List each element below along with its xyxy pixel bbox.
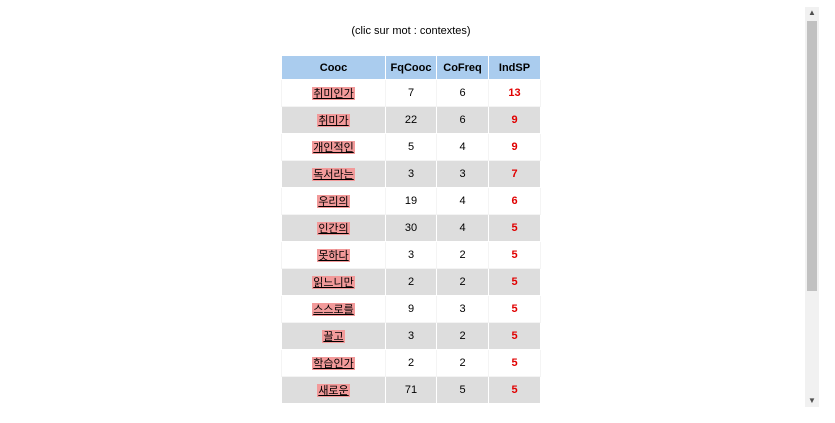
table-row: 취미가 22 6 9 <box>281 106 541 134</box>
cooc-word-link[interactable]: 인간의 <box>317 222 350 235</box>
cooc-word-link[interactable]: 읽느니만 <box>312 276 355 289</box>
header-fqcooc[interactable]: FqCooc <box>385 55 437 80</box>
table-row: 독서라는 3 3 7 <box>281 160 541 188</box>
cofreq-cell: 5 <box>436 376 489 404</box>
cofreq-cell: 2 <box>436 268 489 296</box>
fqcooc-cell: 71 <box>385 376 437 404</box>
table-row: 못하다 3 2 5 <box>281 241 541 269</box>
fqcooc-cell: 3 <box>385 322 437 350</box>
table-row: 새로운 71 5 5 <box>281 376 541 404</box>
cooc-word-link[interactable]: 우리의 <box>317 195 350 208</box>
cooc-cell: 우리의 <box>281 187 386 215</box>
cofreq-cell: 4 <box>436 214 489 242</box>
header-cooc[interactable]: Cooc <box>281 55 386 80</box>
table-body: 취미인가 7 6 13 취미가 22 6 9 개인적인 5 4 9 독서라는 3 3 7 우리의 19 4 6 인간의 3… <box>281 79 541 404</box>
cofreq-cell: 4 <box>436 133 489 161</box>
cooc-word-link[interactable]: 취미인가 <box>312 87 355 100</box>
indsp-cell: 5 <box>488 322 541 350</box>
table-header-row: Cooc FqCooc CoFreq IndSP <box>281 55 541 80</box>
fqcooc-cell: 2 <box>385 268 437 296</box>
arrow-up-icon[interactable]: ▲ <box>808 8 816 17</box>
fqcooc-cell: 7 <box>385 79 437 107</box>
indsp-cell: 5 <box>488 214 541 242</box>
indsp-cell: 13 <box>488 79 541 107</box>
cooc-cell: 개인적인 <box>281 133 386 161</box>
cofreq-cell: 3 <box>436 295 489 323</box>
cofreq-cell: 2 <box>436 322 489 350</box>
cooc-cell: 학습인가 <box>281 349 386 377</box>
fqcooc-cell: 5 <box>385 133 437 161</box>
indsp-cell: 6 <box>488 187 541 215</box>
table-row: 취미인가 7 6 13 <box>281 79 541 107</box>
indsp-cell: 5 <box>488 376 541 404</box>
cofreq-cell: 4 <box>436 187 489 215</box>
header-cofreq[interactable]: CoFreq <box>436 55 489 80</box>
cooc-word-link[interactable]: 스스로를 <box>312 303 355 316</box>
cooc-cell: 새로운 <box>281 376 386 404</box>
table-row: 학습인가 2 2 5 <box>281 349 541 377</box>
header-indsp[interactable]: IndSP <box>488 55 541 80</box>
table-row: 스스로를 9 3 5 <box>281 295 541 323</box>
table-row: 개인적인 5 4 9 <box>281 133 541 161</box>
fqcooc-cell: 19 <box>385 187 437 215</box>
cooc-cell: 끌고 <box>281 322 386 350</box>
cooc-cell: 스스로를 <box>281 295 386 323</box>
fqcooc-cell: 30 <box>385 214 437 242</box>
cofreq-cell: 2 <box>436 349 489 377</box>
indsp-cell: 7 <box>488 160 541 188</box>
cooc-word-link[interactable]: 개인적인 <box>312 141 355 154</box>
cooc-word-link[interactable]: 끌고 <box>322 330 345 343</box>
cooc-cell: 못하다 <box>281 241 386 269</box>
cooc-cell: 인간의 <box>281 214 386 242</box>
arrow-down-icon[interactable]: ▼ <box>808 396 816 405</box>
table-row: 우리의 19 4 6 <box>281 187 541 215</box>
fqcooc-cell: 3 <box>385 241 437 269</box>
indsp-cell: 9 <box>488 106 541 134</box>
scrollbar-thumb[interactable] <box>807 21 817 291</box>
fqcooc-cell: 2 <box>385 349 437 377</box>
fqcooc-cell: 9 <box>385 295 437 323</box>
cofreq-cell: 6 <box>436 79 489 107</box>
table-row: 인간의 30 4 5 <box>281 214 541 242</box>
fqcooc-cell: 22 <box>385 106 437 134</box>
indsp-cell: 5 <box>488 241 541 269</box>
table-row: 끌고 3 2 5 <box>281 322 541 350</box>
cooc-word-link[interactable]: 학습인가 <box>312 357 355 370</box>
table-row: 읽느니만 2 2 5 <box>281 268 541 296</box>
indsp-cell: 5 <box>488 349 541 377</box>
click-hint: (clic sur mot : contextes) <box>351 25 471 37</box>
indsp-cell: 9 <box>488 133 541 161</box>
cofreq-cell: 3 <box>436 160 489 188</box>
cooc-word-link[interactable]: 못하다 <box>317 249 350 262</box>
cooc-word-link[interactable]: 새로운 <box>317 384 350 397</box>
cooc-cell: 독서라는 <box>281 160 386 188</box>
cooc-cell: 읽느니만 <box>281 268 386 296</box>
cooc-word-link[interactable]: 취미가 <box>317 114 350 127</box>
indsp-cell: 5 <box>488 268 541 296</box>
cofreq-cell: 2 <box>436 241 489 269</box>
vertical-scrollbar[interactable]: ▲ ▼ <box>805 7 819 407</box>
cooc-cell: 취미인가 <box>281 79 386 107</box>
cooccurrence-table: Cooc FqCooc CoFreq IndSP 취미인가 7 6 13 취미가 22 6 9… <box>281 55 541 404</box>
cofreq-cell: 6 <box>436 106 489 134</box>
indsp-cell: 5 <box>488 295 541 323</box>
fqcooc-cell: 3 <box>385 160 437 188</box>
cooc-word-link[interactable]: 독서라는 <box>312 168 355 181</box>
cooc-cell: 취미가 <box>281 106 386 134</box>
